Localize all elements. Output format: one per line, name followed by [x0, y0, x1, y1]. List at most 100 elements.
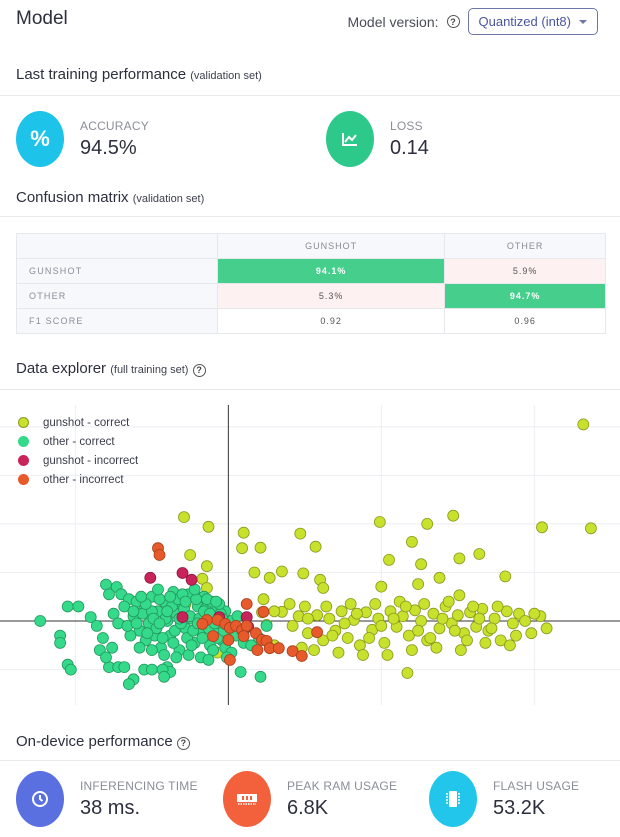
data-point[interactable]: [179, 595, 192, 608]
data-point[interactable]: [152, 583, 164, 596]
data-point[interactable]: [344, 598, 357, 610]
data-point[interactable]: [415, 558, 428, 571]
data-point[interactable]: [369, 598, 382, 610]
data-point[interactable]: [430, 641, 443, 654]
data-point[interactable]: [207, 644, 220, 657]
data-point[interactable]: [577, 418, 590, 431]
data-point[interactable]: [381, 649, 394, 661]
legend-item[interactable]: gunshot - incorrect: [18, 451, 138, 470]
data-point[interactable]: [323, 612, 336, 625]
data-point[interactable]: [473, 548, 486, 560]
data-point[interactable]: [519, 615, 531, 627]
data-point[interactable]: [405, 535, 418, 548]
data-point[interactable]: [236, 542, 249, 555]
data-point[interactable]: [100, 578, 112, 591]
data-point[interactable]: [436, 612, 449, 625]
data-point[interactable]: [326, 629, 339, 642]
data-point[interactable]: [237, 630, 250, 643]
data-point[interactable]: [317, 634, 330, 647]
data-point[interactable]: [295, 650, 308, 662]
data-point[interactable]: [453, 552, 466, 565]
data-point[interactable]: [222, 634, 235, 646]
data-point[interactable]: [447, 509, 460, 522]
data-point[interactable]: [153, 617, 166, 630]
data-point[interactable]: [427, 607, 440, 620]
data-point[interactable]: [185, 573, 198, 586]
data-point[interactable]: [202, 653, 215, 666]
data-point[interactable]: [301, 612, 314, 625]
data-point[interactable]: [503, 639, 516, 652]
data-point[interactable]: [338, 617, 351, 630]
data-point[interactable]: [412, 578, 425, 591]
data-point[interactable]: [237, 526, 250, 539]
data-point[interactable]: [248, 566, 261, 579]
data-point[interactable]: [467, 600, 480, 613]
data-point[interactable]: [127, 605, 140, 618]
data-point[interactable]: [170, 651, 183, 664]
data-point[interactable]: [485, 622, 498, 635]
data-point[interactable]: [107, 607, 120, 620]
data-point[interactable]: [298, 600, 311, 613]
data-point[interactable]: [254, 541, 267, 554]
data-point[interactable]: [536, 521, 548, 534]
data-point[interactable]: [286, 645, 299, 658]
data-point[interactable]: [507, 617, 519, 630]
data-point[interactable]: [161, 605, 174, 618]
data-point[interactable]: [254, 670, 267, 683]
data-point[interactable]: [268, 605, 281, 618]
data-point[interactable]: [182, 649, 195, 661]
data-point[interactable]: [320, 600, 333, 613]
data-point[interactable]: [167, 636, 180, 649]
data-point[interactable]: [184, 549, 197, 561]
help-circle-icon[interactable]: ?: [176, 736, 190, 750]
data-point[interactable]: [373, 516, 386, 528]
data-point[interactable]: [375, 580, 388, 593]
data-point[interactable]: [317, 582, 330, 594]
data-point[interactable]: [118, 600, 131, 613]
data-point[interactable]: [145, 644, 158, 657]
data-point[interactable]: [341, 632, 354, 644]
data-point[interactable]: [72, 600, 85, 613]
data-point[interactable]: [118, 661, 131, 674]
data-point[interactable]: [363, 632, 376, 644]
data-point[interactable]: [84, 611, 97, 624]
data-point[interactable]: [473, 612, 486, 625]
legend-item[interactable]: other - incorrect: [18, 470, 138, 489]
data-point[interactable]: [158, 670, 171, 683]
data-point[interactable]: [263, 571, 276, 584]
data-point[interactable]: [424, 632, 437, 644]
data-point[interactable]: [451, 609, 464, 622]
data-point[interactable]: [283, 598, 296, 610]
data-point[interactable]: [158, 649, 171, 661]
data-point[interactable]: [260, 619, 273, 632]
data-point[interactable]: [499, 570, 512, 583]
data-point[interactable]: [145, 663, 158, 676]
data-point[interactable]: [207, 630, 220, 643]
data-point[interactable]: [297, 567, 310, 580]
data-point[interactable]: [309, 540, 322, 553]
data-point[interactable]: [124, 629, 137, 642]
legend-item[interactable]: other - correct: [18, 432, 138, 451]
data-point[interactable]: [332, 646, 345, 659]
data-point[interactable]: [176, 567, 189, 579]
data-point[interactable]: [103, 588, 115, 601]
data-point[interactable]: [412, 624, 425, 637]
data-point[interactable]: [525, 627, 538, 640]
data-point[interactable]: [401, 667, 414, 679]
data-point[interactable]: [405, 644, 418, 657]
data-point[interactable]: [210, 595, 223, 608]
data-point[interactable]: [433, 571, 446, 584]
data-point[interactable]: [135, 590, 148, 603]
data-point[interactable]: [176, 611, 189, 624]
data-point[interactable]: [491, 600, 504, 613]
data-point[interactable]: [164, 590, 177, 603]
data-point[interactable]: [223, 653, 236, 666]
data-point[interactable]: [200, 560, 213, 573]
data-point[interactable]: [402, 629, 415, 642]
data-point[interactable]: [442, 595, 455, 608]
data-point[interactable]: [240, 598, 253, 610]
data-point[interactable]: [100, 651, 112, 664]
data-point[interactable]: [448, 624, 461, 637]
scatter-plot[interactable]: [0, 405, 620, 710]
data-point[interactable]: [454, 644, 467, 657]
